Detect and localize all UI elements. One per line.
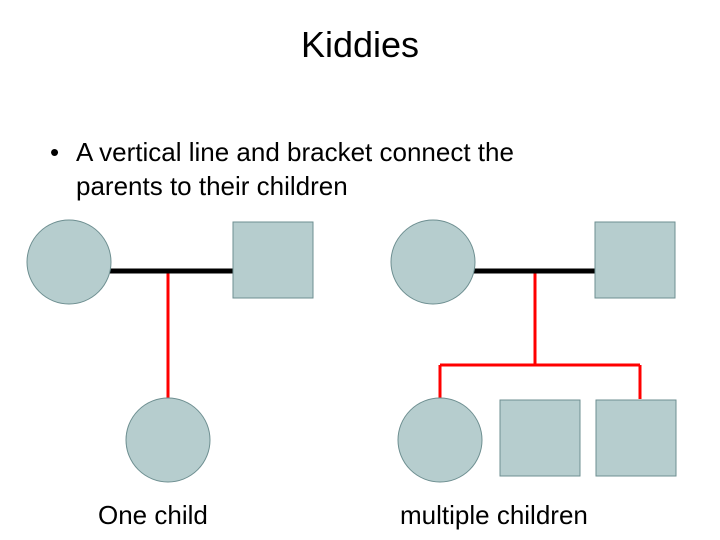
- caption-one-child: One child: [98, 500, 208, 531]
- pedigree-diagram: [0, 0, 720, 540]
- caption-multiple-children: multiple children: [400, 500, 588, 531]
